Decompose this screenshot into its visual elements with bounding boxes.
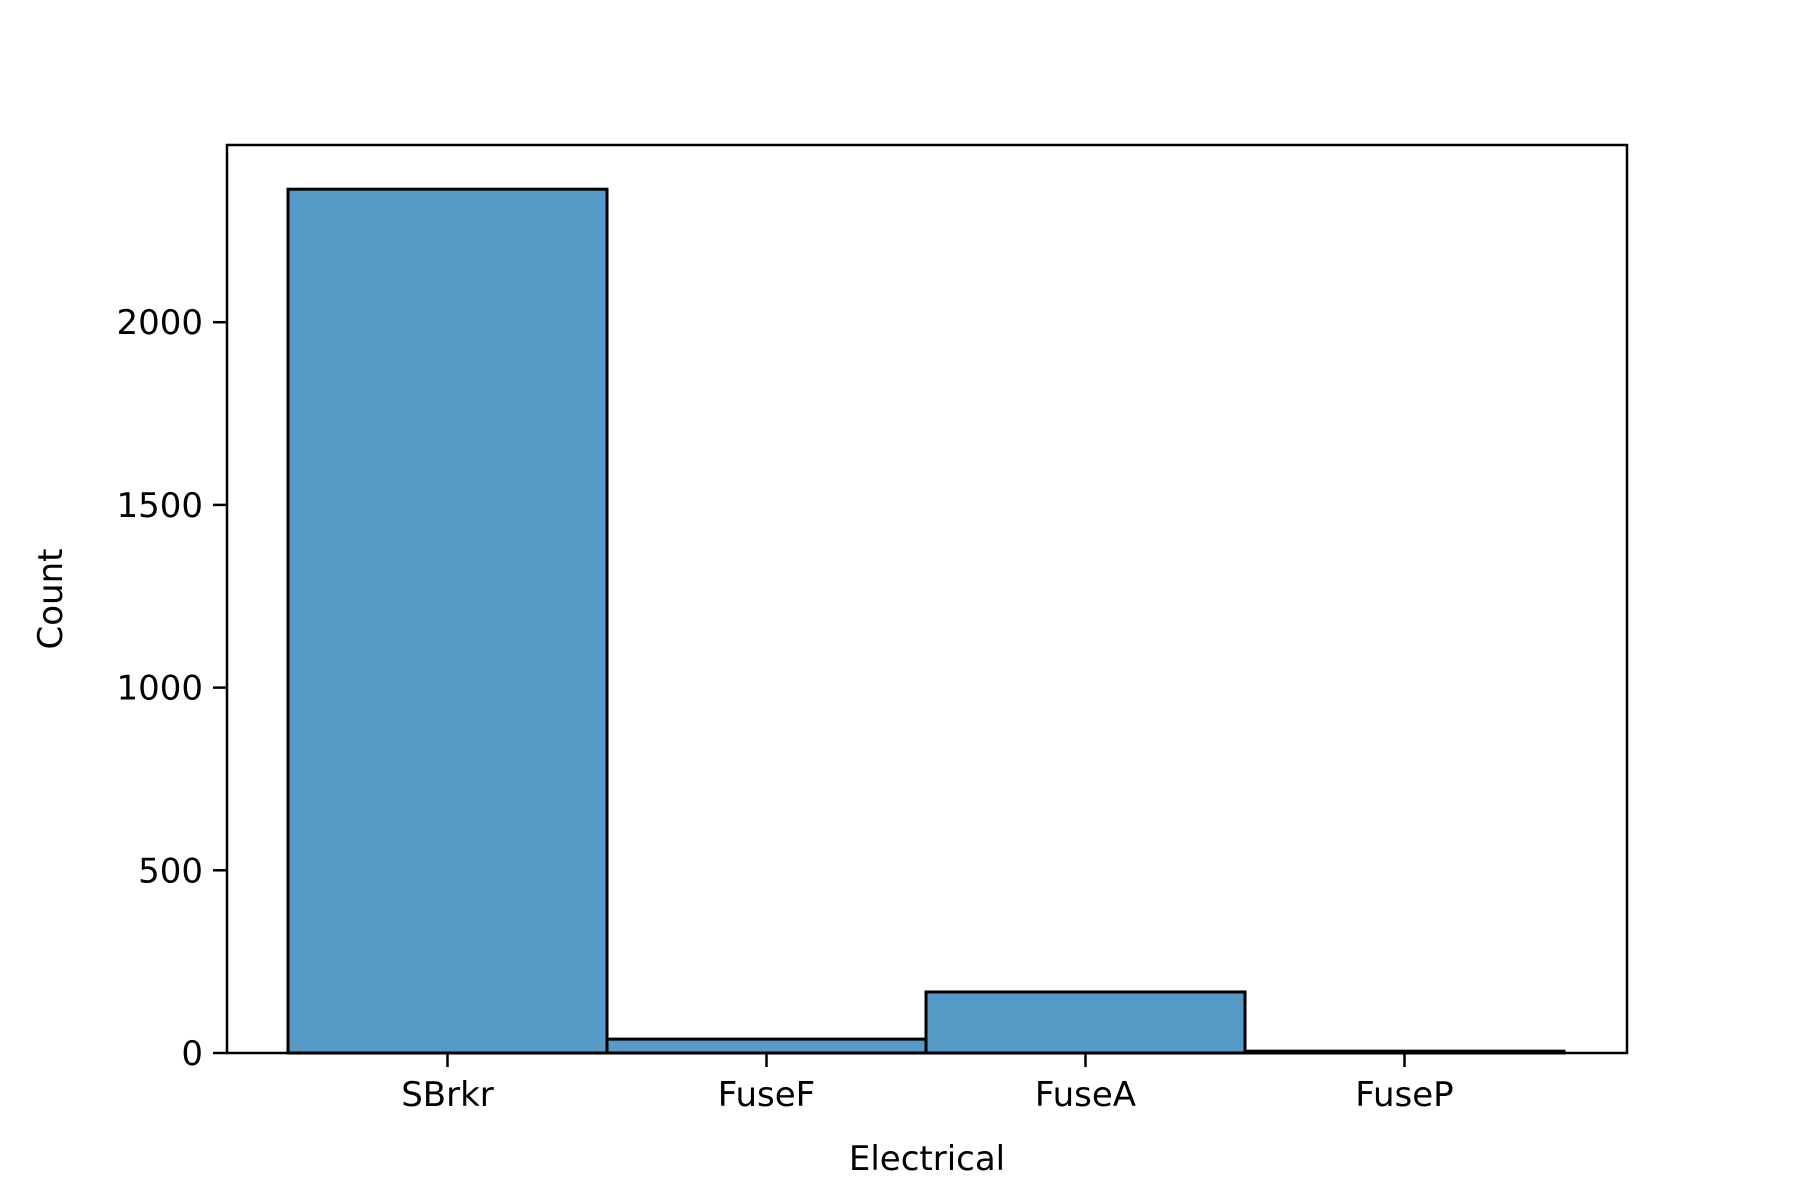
x-tick-label: SBrkr — [401, 1075, 494, 1115]
x-tick-label: FuseA — [1035, 1075, 1136, 1115]
y-tick-label: 1500 — [116, 486, 203, 526]
x-tick-label: FuseP — [1355, 1075, 1453, 1115]
bar-sbrkr — [286, 187, 609, 1055]
bars-group — [286, 187, 1566, 1055]
y-axis-ticks: 0 500 1000 1500 2000 — [116, 303, 227, 1074]
y-tick-label: 500 — [138, 851, 203, 891]
plot-frame — [225, 143, 1629, 1055]
bar-fusea — [924, 990, 1247, 1055]
y-axis-label: Count — [31, 549, 71, 650]
x-axis-ticks: SBrkr FuseF FuseA FuseP — [401, 1053, 1454, 1115]
x-axis-label: Electrical — [849, 1139, 1005, 1179]
bar-fusef — [605, 1037, 928, 1055]
y-tick-label: 0 — [181, 1034, 203, 1074]
y-tick-label: 1000 — [116, 669, 203, 709]
x-tick-label: FuseF — [718, 1075, 815, 1115]
y-tick-label: 2000 — [116, 303, 203, 343]
